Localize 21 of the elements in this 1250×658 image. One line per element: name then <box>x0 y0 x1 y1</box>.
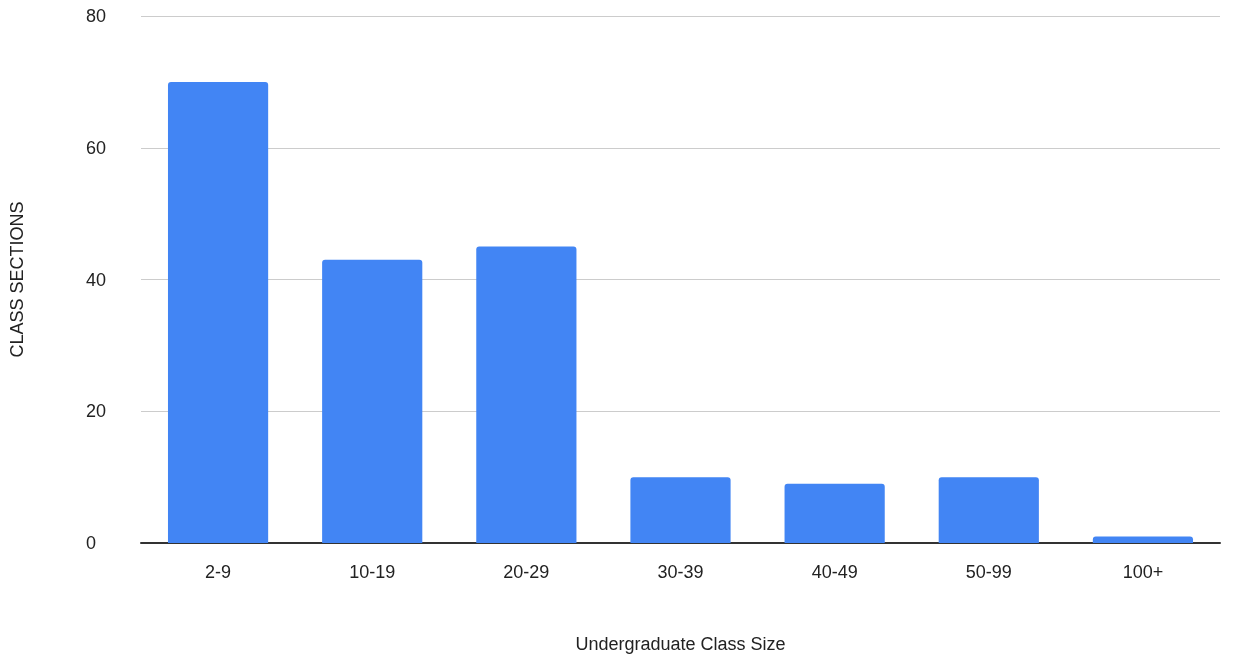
bar <box>938 477 1039 543</box>
bar <box>784 483 885 543</box>
x-tick-label: 20-29 <box>503 562 550 582</box>
x-tick-label: 100+ <box>1122 562 1164 582</box>
y-tick-label: 0 <box>86 533 97 553</box>
x-tick-label: 10-19 <box>349 562 396 582</box>
y-tick-label: 60 <box>86 137 107 158</box>
x-axis-title: Undergraduate Class Size <box>575 634 786 654</box>
y-tick-label: 80 <box>86 6 107 26</box>
y-tick-label: 20 <box>86 401 107 422</box>
bar <box>1092 536 1194 543</box>
x-tick-label: 50-99 <box>965 562 1012 582</box>
x-tick-label: 2-9 <box>205 562 232 582</box>
x-tick-label: 40-49 <box>811 562 858 582</box>
bar <box>476 246 577 543</box>
bar <box>167 81 269 543</box>
y-axis-title: CLASS SECTIONS <box>7 201 27 358</box>
bar <box>630 477 731 543</box>
bar <box>322 259 423 543</box>
y-tick-label: 40 <box>86 269 107 290</box>
x-tick-label: 30-39 <box>657 562 704 582</box>
